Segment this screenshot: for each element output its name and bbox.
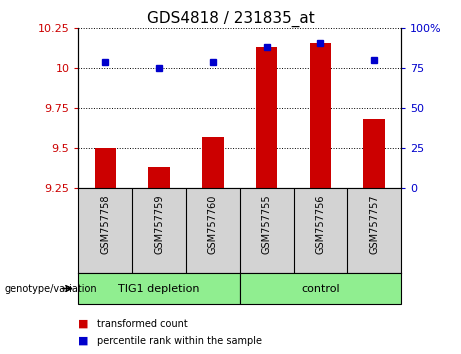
Text: control: control [301, 284, 340, 293]
Text: GSM757760: GSM757760 [208, 194, 218, 254]
Text: GSM757755: GSM757755 [261, 194, 272, 254]
Bar [95, 148, 116, 188]
Text: GDS4818 / 231835_at: GDS4818 / 231835_at [147, 11, 314, 27]
Text: GSM757757: GSM757757 [369, 194, 379, 254]
Text: genotype/variation: genotype/variation [5, 284, 97, 293]
Text: ■: ■ [78, 319, 88, 329]
Text: GSM757758: GSM757758 [100, 194, 110, 254]
Bar [202, 137, 224, 188]
Bar [310, 42, 331, 188]
Bar [78, 273, 240, 304]
Text: ■: ■ [78, 336, 88, 346]
Text: GSM757756: GSM757756 [315, 194, 325, 254]
Bar [363, 119, 385, 188]
Text: GSM757759: GSM757759 [154, 194, 164, 254]
Text: TIG1 depletion: TIG1 depletion [118, 284, 200, 293]
Bar [256, 47, 278, 188]
Bar [148, 167, 170, 188]
Bar [240, 273, 401, 304]
Text: transformed count: transformed count [97, 319, 188, 329]
Text: percentile rank within the sample: percentile rank within the sample [97, 336, 262, 346]
